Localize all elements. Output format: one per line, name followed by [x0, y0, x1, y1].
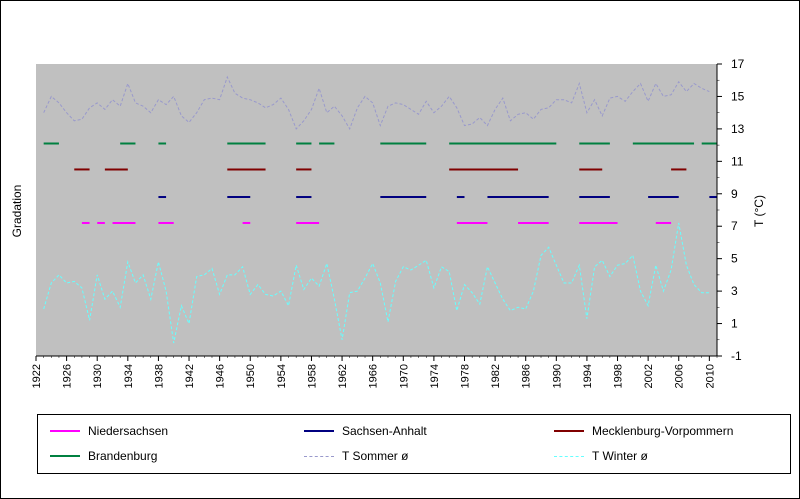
x-tick-label: 1970: [398, 364, 410, 388]
legend-label: T Winter ø: [592, 449, 648, 463]
x-tick-label: 1958: [306, 364, 318, 388]
y-tick-label: 11: [731, 154, 744, 168]
legend-item-niedersachsen: Niedersachsen: [50, 423, 168, 439]
y-tick-label: 1: [731, 317, 738, 331]
legend-swatch-niedersachsen: [50, 430, 80, 432]
line-t-winter: [43, 222, 710, 344]
legend-item-t-sommer: T Sommer ø: [304, 448, 408, 464]
legend-swatch-mecklenburg-vorpommern: [554, 430, 584, 432]
x-tick-label: 1946: [215, 364, 227, 388]
y-tick-label: -1: [731, 349, 742, 363]
legend-item-mecklenburg-vorpommern: Mecklenburg-Vorpommern: [554, 423, 733, 439]
legend-swatch-t-sommer: [304, 455, 334, 457]
legend-label: Sachsen-Anhalt: [342, 424, 427, 438]
legend-label: Mecklenburg-Vorpommern: [592, 424, 734, 438]
x-tick-label: 1942: [184, 364, 196, 388]
x-tick-label: 2002: [643, 364, 655, 388]
x-tick-label: 1986: [521, 364, 533, 388]
legend-label: Brandenburg: [88, 449, 158, 463]
y-tick-label: 15: [731, 89, 745, 103]
legend-label: Niedersachsen: [88, 424, 169, 438]
x-tick-label: 1954: [276, 364, 288, 388]
y-axis-left-label: Gradation: [10, 185, 24, 238]
x-tick-label: 1934: [123, 364, 135, 388]
x-tick-label: 1990: [551, 364, 563, 388]
y-tick-label: 3: [731, 284, 738, 298]
y-tick-label: 13: [731, 122, 745, 136]
y-axis-right-label: T (°C): [752, 195, 766, 227]
y-tick-label: 17: [731, 57, 745, 71]
x-tick-label: 1994: [582, 364, 594, 388]
y-tick-label: 7: [731, 219, 738, 233]
x-tick-label: 1982: [490, 364, 502, 388]
x-tick-label: 1966: [368, 364, 380, 388]
x-tick-label: 2006: [674, 364, 686, 388]
plot-area: [36, 64, 717, 356]
x-tick-label: 1922: [31, 364, 43, 388]
legend-swatch-brandenburg: [50, 455, 80, 457]
x-tick-label: 1978: [459, 364, 471, 388]
legend-item-sachsen-anhalt: Sachsen-Anhalt: [304, 423, 427, 439]
line-t-sommer: [43, 75, 710, 131]
x-tick-label: 1930: [92, 364, 104, 388]
x-tick-label: 1926: [62, 364, 74, 388]
x-tick-label: 1950: [245, 364, 257, 388]
y-tick-label: 9: [731, 187, 738, 201]
legend-item-t-winter: T Winter ø: [554, 448, 648, 464]
x-tick-label: 1962: [337, 364, 349, 388]
x-tick-label: 1974: [429, 364, 441, 388]
legend-swatch-t-winter: [554, 455, 584, 457]
legend: Niedersachsen Sachsen-Anhalt Mecklenburg…: [37, 414, 791, 474]
legend-label: T Sommer ø: [342, 449, 409, 463]
chart-svg: 1922 1926 1930 1934 1938 1942 1946 1950 1954 1958…: [10, 57, 766, 388]
x-tick-label: 1998: [613, 364, 625, 388]
x-tick-label: 2010: [704, 364, 716, 388]
x-tick-label: 1938: [153, 364, 165, 388]
legend-swatch-sachsen-anhalt: [304, 430, 334, 432]
legend-item-brandenburg: Brandenburg: [50, 448, 157, 464]
y-tick-label: 5: [731, 252, 738, 266]
